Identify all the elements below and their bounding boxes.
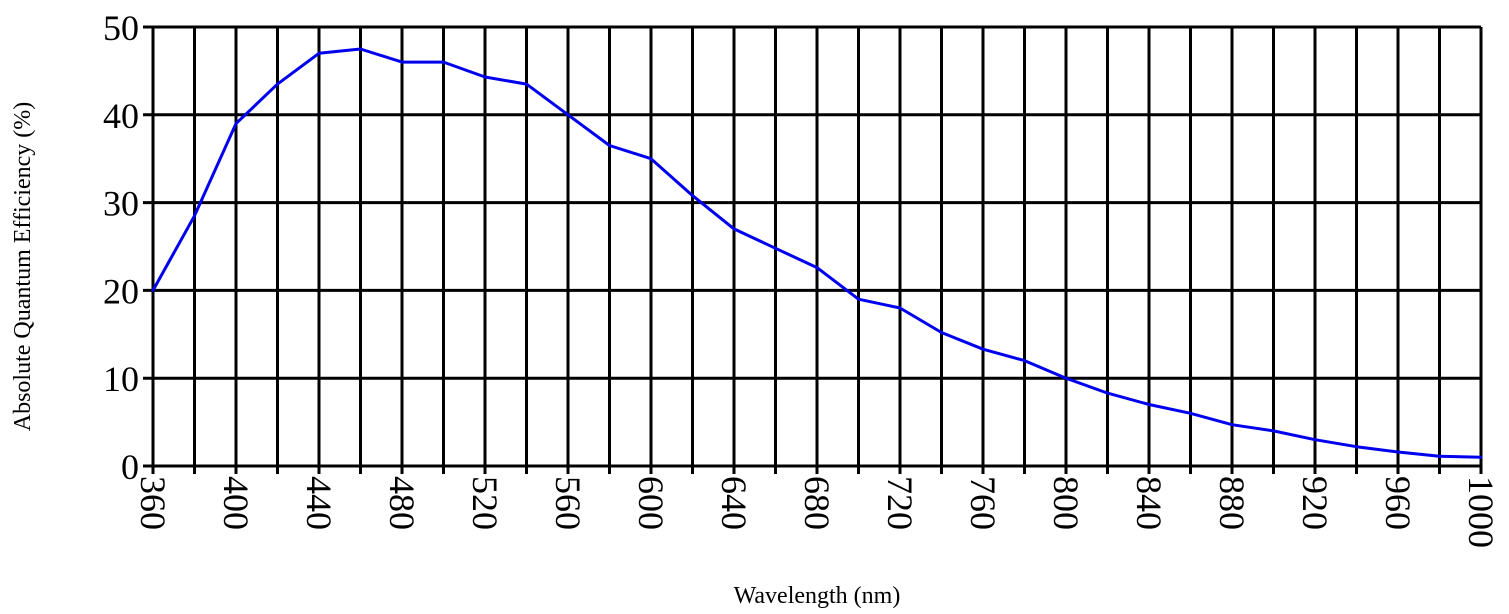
series-point	[151, 288, 155, 292]
x-tick-label: 440	[299, 476, 339, 530]
series-point	[1313, 438, 1317, 442]
x-axis-title: Wavelength (nm)	[734, 583, 901, 609]
series-point	[608, 144, 611, 148]
series-point	[1147, 403, 1151, 407]
series-point	[1106, 391, 1109, 395]
x-tick-label: 1000	[1461, 476, 1501, 548]
y-tick-label: 20	[103, 271, 139, 311]
x-tick-label: 400	[216, 476, 256, 530]
x-axis-ticks: 360 400 440 480 520 560 600 640 680 720 760 800 840 8…	[133, 476, 1501, 548]
series-point	[898, 306, 902, 310]
series-point	[1023, 359, 1026, 363]
series-point	[1272, 429, 1275, 433]
y-axis-ticks: 0 10 20 30 40 50	[103, 8, 139, 487]
series-point	[442, 60, 445, 64]
x-tick-label: 800	[1046, 476, 1086, 530]
series-point	[566, 113, 570, 117]
x-tick-label: 840	[1129, 476, 1169, 530]
series-point	[857, 297, 860, 301]
x-tick-label: 600	[631, 476, 671, 530]
series-point	[732, 227, 736, 231]
series-point	[359, 47, 362, 51]
y-tick-label: 50	[103, 8, 139, 48]
x-tick-label: 760	[963, 476, 1003, 530]
series-point	[1438, 454, 1441, 458]
y-tick-label: 30	[103, 184, 139, 224]
x-tick-label: 520	[465, 476, 505, 530]
y-axis-title: Absolute Quantum Efficiency (%)	[10, 102, 36, 431]
series-point	[317, 51, 321, 55]
x-tick-label: 560	[548, 476, 588, 530]
x-tick-label: 640	[714, 476, 754, 530]
series-point	[1396, 450, 1400, 454]
series-point	[940, 331, 943, 335]
series-point	[400, 60, 404, 64]
x-tick-label: 720	[880, 476, 920, 530]
series-point	[649, 157, 653, 161]
series-point	[1479, 455, 1483, 459]
series-point	[1355, 445, 1358, 449]
y-tick-label: 40	[103, 96, 139, 136]
series-points	[151, 47, 1483, 459]
series-point	[234, 122, 238, 126]
series-point	[1189, 411, 1192, 415]
y-tick-label: 0	[121, 447, 139, 487]
x-tick-label: 680	[797, 476, 837, 530]
series-point	[774, 246, 777, 250]
x-tick-label: 920	[1295, 476, 1335, 530]
series-point	[981, 347, 985, 351]
grid-lines	[143, 25, 1483, 474]
x-tick-label: 960	[1378, 476, 1418, 530]
series-point	[483, 75, 487, 79]
series-point	[193, 214, 196, 218]
series-point	[1064, 376, 1068, 380]
series-point	[691, 194, 694, 198]
x-tick-label: 880	[1212, 476, 1252, 530]
series-point	[815, 266, 819, 270]
series-point	[1230, 423, 1234, 427]
y-tick-label: 10	[103, 359, 139, 399]
series-point	[276, 82, 279, 86]
x-tick-label: 480	[382, 476, 422, 530]
series-point	[525, 82, 528, 86]
x-tick-label: 360	[133, 476, 173, 530]
